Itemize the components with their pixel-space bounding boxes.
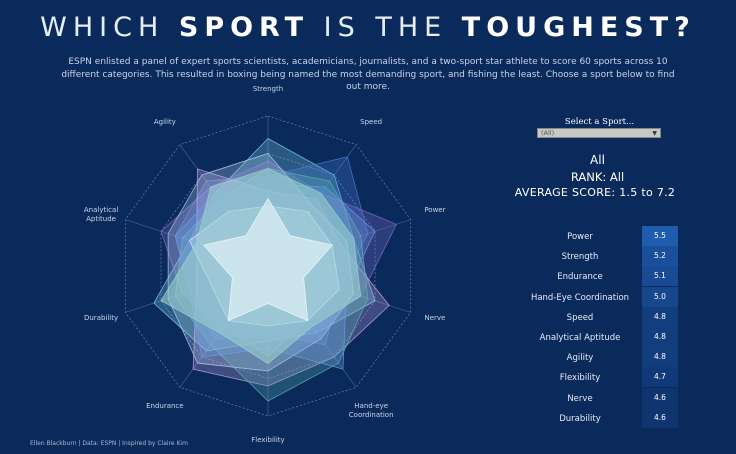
radar-chart <box>124 115 412 417</box>
table-row-score: 4.7 <box>642 367 678 388</box>
category-score-table: Power 5.5 Strength 5.2 Endurance 5.1 Hand-Eye … <box>520 226 678 428</box>
sport-select-label: Select a Sport... <box>564 117 635 127</box>
selected-sport: All <box>590 153 605 167</box>
table-row-score: 4.8 <box>642 306 678 327</box>
selected-average-score: AVERAGE SCORE: 1.5 to 7.2 <box>514 186 676 199</box>
radar-axis-label: Durability <box>83 314 119 323</box>
page-title: WHICH SPORT IS THE TOUGHEST? <box>40 12 696 43</box>
radar-axis-label: Flexibility <box>251 435 285 444</box>
table-row-category: Flexibility <box>559 373 601 384</box>
sport-select-value: (All) <box>541 129 555 137</box>
table-row[interactable]: Hand-Eye Coordination 5.0 <box>520 286 678 307</box>
selected-rank: RANK: All <box>570 170 625 184</box>
table-row-score: 5.2 <box>642 246 678 267</box>
table-row[interactable]: Analytical Aptitude 4.8 <box>520 326 678 347</box>
radar-axis-label: Analytical Aptitude <box>83 205 119 223</box>
table-row-category: Endurance <box>557 272 603 283</box>
table-row-score: 4.8 <box>642 326 678 347</box>
table-row-category: Nerve <box>567 393 593 404</box>
radar-axis-label: Endurance <box>146 401 184 410</box>
footer-credits: Ellen Blackburn | Data: ESPN | Inspired … <box>30 440 188 447</box>
table-row-score: 5.1 <box>642 266 678 287</box>
table-row-category: Power <box>567 232 593 242</box>
table-row-score: 4.6 <box>642 407 678 428</box>
table-row[interactable]: Flexibility 4.7 <box>520 367 678 388</box>
table-row-category: Speed <box>566 312 594 323</box>
radar-axis-label: Nerve <box>424 314 446 323</box>
radar-grid-ring <box>124 115 412 417</box>
page-subtitle: ESPN enlisted a panel of expert sports s… <box>61 57 675 92</box>
table-row[interactable]: Durability 4.6 <box>520 407 678 428</box>
table-row-score: 4.8 <box>642 347 678 368</box>
table-row-category: Agility <box>566 353 594 364</box>
table-row[interactable]: Strength 5.2 <box>520 246 678 267</box>
sport-select[interactable]: (All) ▼ <box>537 128 661 138</box>
table-row-score: 5.0 <box>642 286 678 307</box>
radar-axis-label: Power <box>424 205 446 214</box>
table-row-category: Durability <box>559 413 601 424</box>
table-row[interactable]: Agility 4.8 <box>520 347 678 368</box>
table-row-score: 4.6 <box>642 387 678 408</box>
radar-axis-label: Hand-eye Coordination <box>348 401 394 419</box>
radar-axis-label: Agility <box>153 118 176 127</box>
table-row-score: 5.5 <box>642 226 678 246</box>
table-row[interactable]: Speed 4.8 <box>520 306 678 327</box>
table-row-category: Hand-Eye Coordination <box>530 292 630 303</box>
table-row-category: Analytical Aptitude <box>539 332 621 343</box>
chevron-down-icon[interactable]: ▼ <box>652 130 657 137</box>
radar-series-10[interactable] <box>203 197 333 322</box>
radar-axis-label: Speed <box>360 118 383 127</box>
table-row-category: Strength <box>561 252 599 263</box>
table-row[interactable]: Endurance 5.1 <box>520 266 678 287</box>
radar-axis-label: Strength <box>252 84 284 93</box>
table-row[interactable]: Power 5.5 <box>520 226 678 246</box>
table-row[interactable]: Nerve 4.6 <box>520 387 678 408</box>
